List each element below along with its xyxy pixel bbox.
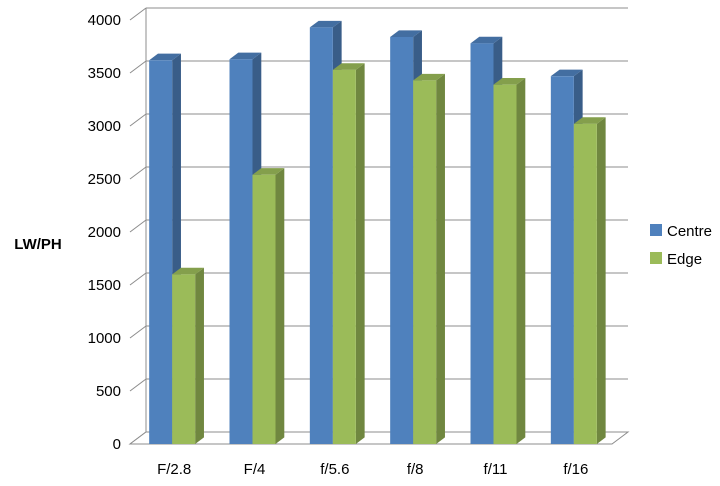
bar-edge-f/5.6	[332, 63, 365, 444]
bar-top	[390, 30, 422, 37]
gridlines	[129, 7, 628, 445]
gridline-depth	[129, 272, 147, 286]
bar-edge-F/4	[252, 168, 285, 444]
y-tick-label: 3000	[88, 118, 121, 135]
bar-front	[332, 69, 356, 444]
legend-item-centre: Centre	[650, 223, 712, 240]
bar-front	[470, 43, 494, 444]
y-tick-label: 500	[96, 383, 121, 400]
gridline-depth	[129, 7, 147, 21]
bar-side	[516, 78, 526, 444]
gridline-depth	[129, 60, 147, 74]
bar-side	[355, 63, 365, 444]
bar-edge-F/2.8	[172, 267, 204, 444]
bars	[149, 20, 606, 445]
bar-front	[229, 59, 253, 444]
bar-top	[332, 63, 365, 70]
x-tick-label: f/8	[407, 461, 424, 478]
x-tick-label: f/16	[563, 461, 588, 478]
x-axis-ticks: F/2.8 F/4 f/5.6 f/8 f/11 f/16	[157, 461, 588, 478]
bar-front	[172, 274, 196, 444]
bar-top	[413, 73, 445, 81]
gridline-depth	[129, 113, 147, 127]
legend-swatch	[650, 224, 662, 236]
gridline-depth	[129, 219, 147, 233]
y-axis-title: LW/PH	[14, 236, 62, 253]
bar-side	[195, 267, 204, 444]
legend-label: Edge	[667, 251, 702, 268]
bar-front	[573, 123, 597, 444]
y-tick-label: 3500	[88, 65, 121, 82]
bar-top	[229, 52, 262, 60]
bar-top	[149, 53, 181, 61]
bar-front	[550, 76, 574, 445]
bar-front	[413, 80, 437, 445]
bar-edge-f/11	[493, 78, 526, 444]
bar-side	[436, 73, 445, 444]
bar-top	[172, 267, 204, 275]
bar-top	[470, 36, 503, 44]
gridline-depth	[129, 325, 147, 339]
y-tick-label: 2500	[88, 171, 121, 188]
bar-top	[573, 117, 606, 124]
legend-swatch	[650, 252, 662, 264]
x-tick-label: F/4	[244, 461, 266, 478]
bar-top	[550, 69, 583, 77]
bar-edge-f/8	[413, 73, 445, 445]
bar-edge-f/16	[573, 117, 606, 444]
bar-top	[309, 20, 342, 28]
bar-side	[596, 117, 606, 444]
y-tick-label: 1500	[88, 277, 121, 294]
x-tick-label: f/11	[484, 461, 508, 478]
y-tick-label: 1000	[88, 330, 121, 347]
y-axis-ticks: 0 500 1000 1500 2000 2500 3000 3500 4000	[88, 12, 121, 453]
legend: Centre Edge	[650, 223, 712, 268]
legend-label: Centre	[667, 223, 712, 240]
y-tick-label: 0	[113, 436, 121, 453]
bar-front	[252, 174, 276, 444]
y-tick-label: 4000	[88, 12, 121, 29]
x-tick-label: f/5.6	[320, 461, 349, 478]
bar-front	[149, 60, 173, 444]
x-tick-label: F/2.8	[157, 461, 191, 478]
gridline-depth	[129, 378, 147, 392]
bar-front	[390, 36, 414, 445]
bar-side	[275, 168, 285, 444]
bar-front	[309, 27, 333, 444]
bar-front	[493, 84, 517, 444]
y-tick-label: 2000	[88, 224, 121, 241]
legend-item-edge: Edge	[650, 251, 702, 268]
bar-top	[493, 78, 526, 85]
bar-top	[252, 168, 285, 175]
gridline-depth	[129, 166, 147, 180]
